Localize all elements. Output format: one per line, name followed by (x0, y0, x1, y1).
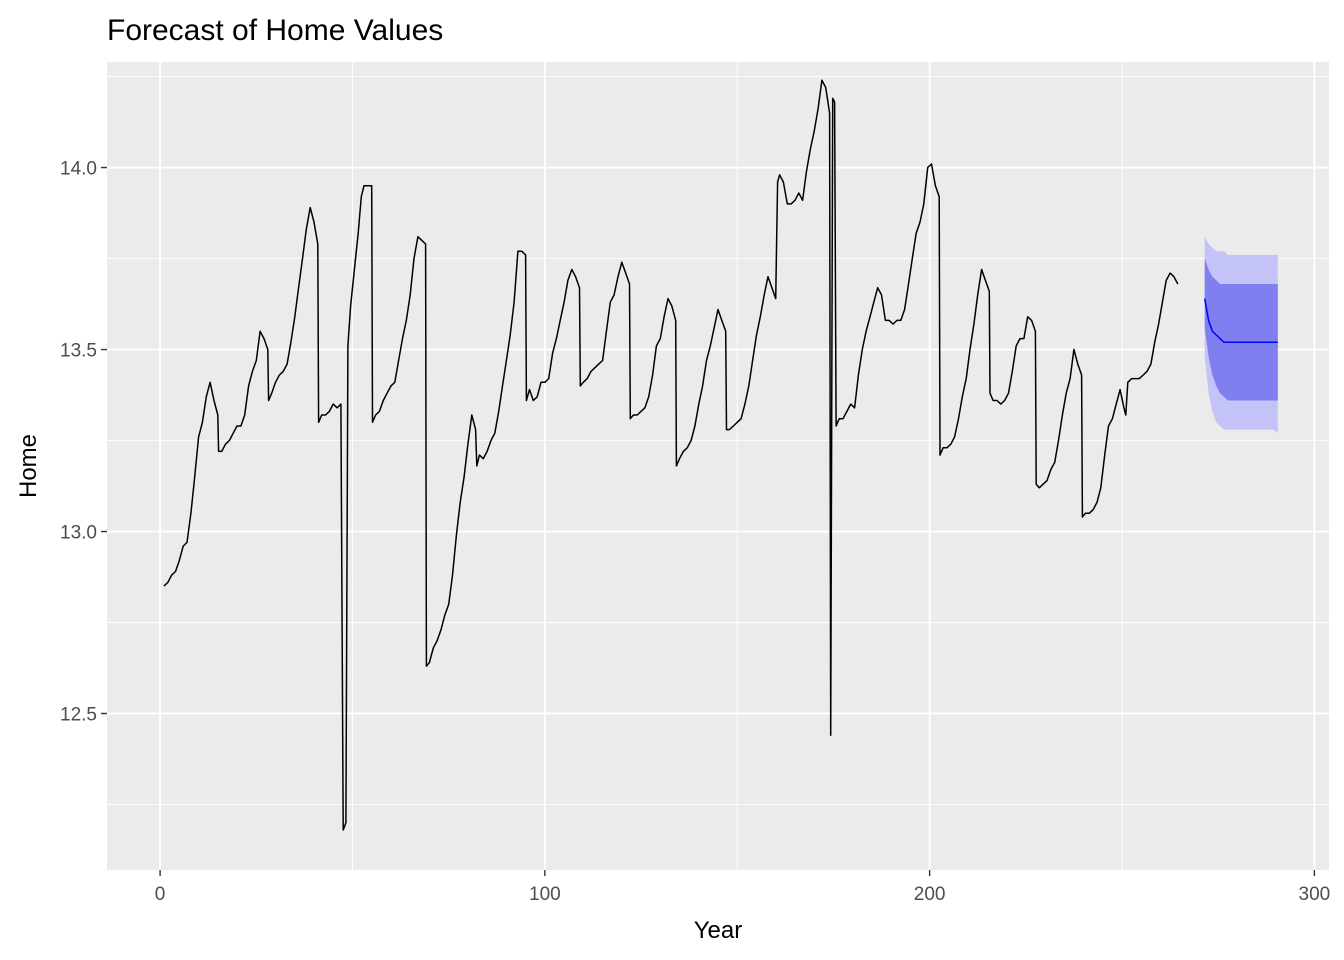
gridlines (107, 62, 1329, 870)
y-tick-label: 12.5 (60, 704, 97, 725)
forecast-mean-line (1203, 298, 1278, 344)
y-tick-label: 13.5 (60, 341, 97, 362)
prediction-intervals (1204, 236, 1278, 434)
interval-80-band (1204, 258, 1278, 401)
y-axis-title: Home (15, 434, 42, 498)
chart-title: Forecast of Home Values (107, 14, 443, 47)
x-tick-label: 200 (914, 884, 946, 905)
x-axis-title: Year (694, 917, 743, 944)
x-tick-label: 100 (529, 884, 561, 905)
home-series-line (163, 79, 1179, 831)
plot-panel (107, 62, 1329, 870)
axes: 12.5 13.0 13.5 14.0 0 100 200 300 (60, 159, 1330, 905)
series-lines (163, 79, 1278, 831)
x-tick-label: 0 (155, 884, 166, 905)
y-tick-label: 13.0 (60, 523, 97, 544)
x-tick-label: 300 (1299, 884, 1331, 905)
y-tick-label: 14.0 (60, 159, 97, 180)
